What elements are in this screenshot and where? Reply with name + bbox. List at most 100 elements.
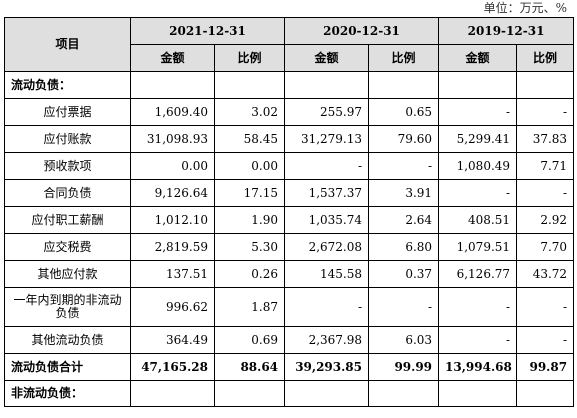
cell: 31,098.93 xyxy=(130,125,215,153)
cell: 996.62 xyxy=(130,287,215,327)
cell: - xyxy=(516,326,575,354)
table-row: 非流动负债： xyxy=(4,380,575,407)
table-row: 其他流动负债 364.49 0.69 2,367.98 6.03 - - xyxy=(4,326,575,354)
header-amount: 金额 xyxy=(284,44,370,72)
cell: 88.64 xyxy=(213,353,286,381)
liabilities-table: 项目 2021-12-31 2020-12-31 2019-12-31 金额 比… xyxy=(4,17,575,407)
cell xyxy=(368,71,440,99)
table-row: 一年内到期的非流动负债 996.62 1.87 - - - - xyxy=(4,287,575,327)
cell: 408.51 xyxy=(438,206,518,234)
cell xyxy=(438,380,518,407)
table-row: 应付票据 1,609.40 3.02 255.97 0.65 - - xyxy=(4,98,575,126)
cell: 1,012.10 xyxy=(130,206,215,234)
cell: 3.91 xyxy=(368,179,440,207)
row-label: 应付票据 xyxy=(4,98,131,126)
cell: 1,079.51 xyxy=(438,233,518,261)
cell: 0.26 xyxy=(213,260,286,288)
cell: - xyxy=(438,98,518,126)
cell: 7.70 xyxy=(516,233,575,261)
cell: 0.69 xyxy=(213,326,286,354)
row-label: 其他流动负债 xyxy=(4,326,131,354)
cell: 1,609.40 xyxy=(130,98,215,126)
cell: - xyxy=(516,98,575,126)
cell xyxy=(130,380,215,407)
cell: - xyxy=(368,152,440,180)
cell: 6.80 xyxy=(368,233,440,261)
cell xyxy=(368,380,440,407)
cell: 137.51 xyxy=(130,260,215,288)
cell xyxy=(213,71,286,99)
header-row-measures: 金额 比例 金额 比例 金额 比例 xyxy=(5,44,575,72)
row-label: 流动负债： xyxy=(4,71,131,99)
cell: 79.60 xyxy=(368,125,440,153)
cell: 255.97 xyxy=(284,98,370,126)
cell: 2.64 xyxy=(368,206,440,234)
cell: 6,126.77 xyxy=(438,260,518,288)
cell xyxy=(284,71,370,99)
cell: 9,126.64 xyxy=(130,179,215,207)
cell: 0.00 xyxy=(130,152,215,180)
cell: 2,819.59 xyxy=(130,233,215,261)
cell: - xyxy=(284,152,370,180)
cell: 37.83 xyxy=(516,125,575,153)
header-period-2020: 2020-12-31 xyxy=(284,17,440,45)
cell: 2.92 xyxy=(516,206,575,234)
row-label: 合同负债 xyxy=(4,179,131,207)
cell: - xyxy=(438,326,518,354)
cell: 3.02 xyxy=(213,98,286,126)
cell: - xyxy=(368,287,440,327)
header-row-periods: 项目 2021-12-31 2020-12-31 2019-12-31 xyxy=(4,17,575,72)
cell: 364.49 xyxy=(130,326,215,354)
table-row: 其他应付款 137.51 0.26 145.58 0.37 6,126.77 4… xyxy=(4,260,575,288)
cell: 0.37 xyxy=(368,260,440,288)
cell xyxy=(284,380,370,407)
header-ratio: 比例 xyxy=(516,44,575,72)
cell: 2,672.08 xyxy=(284,233,370,261)
header-period-2021: 2021-12-31 xyxy=(129,17,286,45)
table-row: 应付账款 31,098.93 58.45 31,279.13 79.60 5,2… xyxy=(4,125,575,153)
cell: 43.72 xyxy=(516,260,575,288)
cell: 31,279.13 xyxy=(284,125,370,153)
cell: 1,035.74 xyxy=(284,206,370,234)
header-period-2019: 2019-12-31 xyxy=(438,17,575,45)
cell: 39,293.85 xyxy=(284,353,370,381)
header-item: 项目 xyxy=(4,17,131,72)
cell: 2,367.98 xyxy=(284,326,370,354)
row-label: 应交税费 xyxy=(4,233,131,261)
cell: 17.15 xyxy=(213,179,286,207)
row-label: 应付账款 xyxy=(4,125,131,153)
table-row: 合同负债 9,126.64 17.15 1,537.37 3.91 - - xyxy=(4,179,575,207)
cell: 99.99 xyxy=(368,353,440,381)
table-row-total: 流动负债合计 47,165.28 88.64 39,293.85 99.99 1… xyxy=(4,353,575,381)
row-label: 预收款项 xyxy=(4,152,131,180)
cell: 99.87 xyxy=(516,353,575,381)
cell: 58.45 xyxy=(213,125,286,153)
cell: 5.30 xyxy=(213,233,286,261)
cell xyxy=(516,380,575,407)
cell: 7.71 xyxy=(516,152,575,180)
unit-note: 单位：万元、% xyxy=(483,1,567,15)
row-label: 应付职工薪酬 xyxy=(4,206,131,234)
cell xyxy=(438,71,518,99)
row-label: 流动负债合计 xyxy=(4,353,131,381)
cell: 1.90 xyxy=(213,206,286,234)
table-row: 流动负债： xyxy=(4,71,575,99)
cell: - xyxy=(438,179,518,207)
table-row: 应付职工薪酬 1,012.10 1.90 1,035.74 2.64 408.5… xyxy=(4,206,575,234)
header-amount: 金额 xyxy=(130,44,215,72)
cell: 5,299.41 xyxy=(438,125,518,153)
cell: 1,080.49 xyxy=(438,152,518,180)
header-ratio: 比例 xyxy=(368,44,440,72)
cell: 0.65 xyxy=(368,98,440,126)
row-label: 其他应付款 xyxy=(4,260,131,288)
cell: 1.87 xyxy=(213,287,286,327)
cell: - xyxy=(284,287,370,327)
cell: 6.03 xyxy=(368,326,440,354)
cell: - xyxy=(516,179,575,207)
cell: 47,165.28 xyxy=(130,353,215,381)
cell: - xyxy=(438,287,518,327)
row-label: 一年内到期的非流动负债 xyxy=(4,287,131,327)
cell: 145.58 xyxy=(284,260,370,288)
cell xyxy=(130,71,215,99)
cell: 1,537.37 xyxy=(284,179,370,207)
